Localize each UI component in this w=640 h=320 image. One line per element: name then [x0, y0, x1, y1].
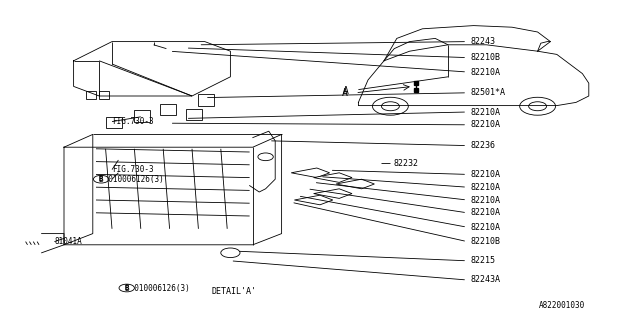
Text: 82210A: 82210A — [470, 120, 500, 129]
Text: 82210A: 82210A — [470, 223, 500, 232]
FancyBboxPatch shape — [86, 91, 96, 99]
Text: 82210B: 82210B — [470, 53, 500, 62]
Text: 82236: 82236 — [470, 141, 495, 150]
FancyBboxPatch shape — [106, 117, 122, 128]
Text: 82232: 82232 — [394, 159, 419, 168]
Text: 82210A: 82210A — [470, 68, 500, 76]
Text: 82501*A: 82501*A — [470, 88, 506, 97]
Text: B: B — [125, 285, 129, 291]
Text: B: B — [99, 176, 103, 182]
Polygon shape — [314, 173, 352, 182]
Text: 82210B: 82210B — [470, 237, 500, 246]
Text: 81041A: 81041A — [54, 237, 82, 246]
FancyBboxPatch shape — [198, 94, 214, 106]
Text: 82243A: 82243A — [470, 276, 500, 284]
Polygon shape — [314, 189, 352, 198]
Text: A822001030: A822001030 — [540, 301, 586, 310]
Polygon shape — [336, 179, 374, 189]
FancyBboxPatch shape — [134, 110, 150, 122]
Text: B 010006126(3): B 010006126(3) — [125, 284, 189, 292]
Text: 82243: 82243 — [470, 37, 495, 46]
Text: A: A — [341, 88, 348, 98]
Text: 82210A: 82210A — [470, 196, 500, 204]
Text: DETAIL'A': DETAIL'A' — [211, 287, 256, 296]
Text: 82215: 82215 — [470, 256, 495, 265]
Text: A: A — [342, 86, 349, 96]
FancyBboxPatch shape — [99, 91, 109, 99]
FancyBboxPatch shape — [160, 104, 176, 115]
Text: FIG.730-3: FIG.730-3 — [112, 117, 154, 126]
FancyBboxPatch shape — [186, 109, 202, 120]
Polygon shape — [294, 195, 333, 205]
Text: 82210A: 82210A — [470, 208, 500, 217]
Text: 82210A: 82210A — [470, 170, 500, 179]
Text: 82210A: 82210A — [470, 108, 500, 116]
Text: FIG.730-3: FIG.730-3 — [112, 165, 154, 174]
Text: B 010006126(3): B 010006126(3) — [99, 175, 164, 184]
Text: 82210A: 82210A — [470, 183, 500, 192]
Polygon shape — [291, 168, 330, 178]
